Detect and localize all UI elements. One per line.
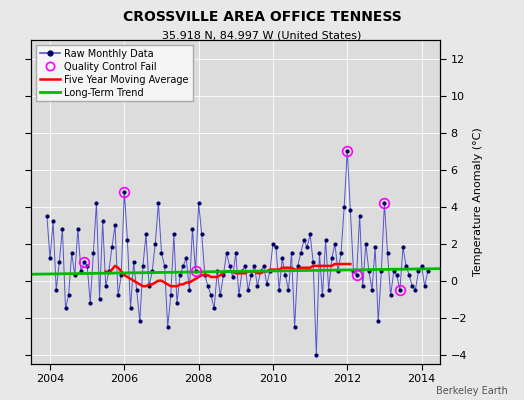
Legend: Raw Monthly Data, Quality Control Fail, Five Year Moving Average, Long-Term Tren: Raw Monthly Data, Quality Control Fail, … (36, 45, 193, 101)
Text: Berkeley Earth: Berkeley Earth (436, 386, 508, 396)
Y-axis label: Temperature Anomaly (°C): Temperature Anomaly (°C) (473, 128, 483, 276)
Text: CROSSVILLE AREA OFFICE TENNESS: CROSSVILLE AREA OFFICE TENNESS (123, 10, 401, 24)
Text: 35.918 N, 84.997 W (United States): 35.918 N, 84.997 W (United States) (162, 30, 362, 40)
